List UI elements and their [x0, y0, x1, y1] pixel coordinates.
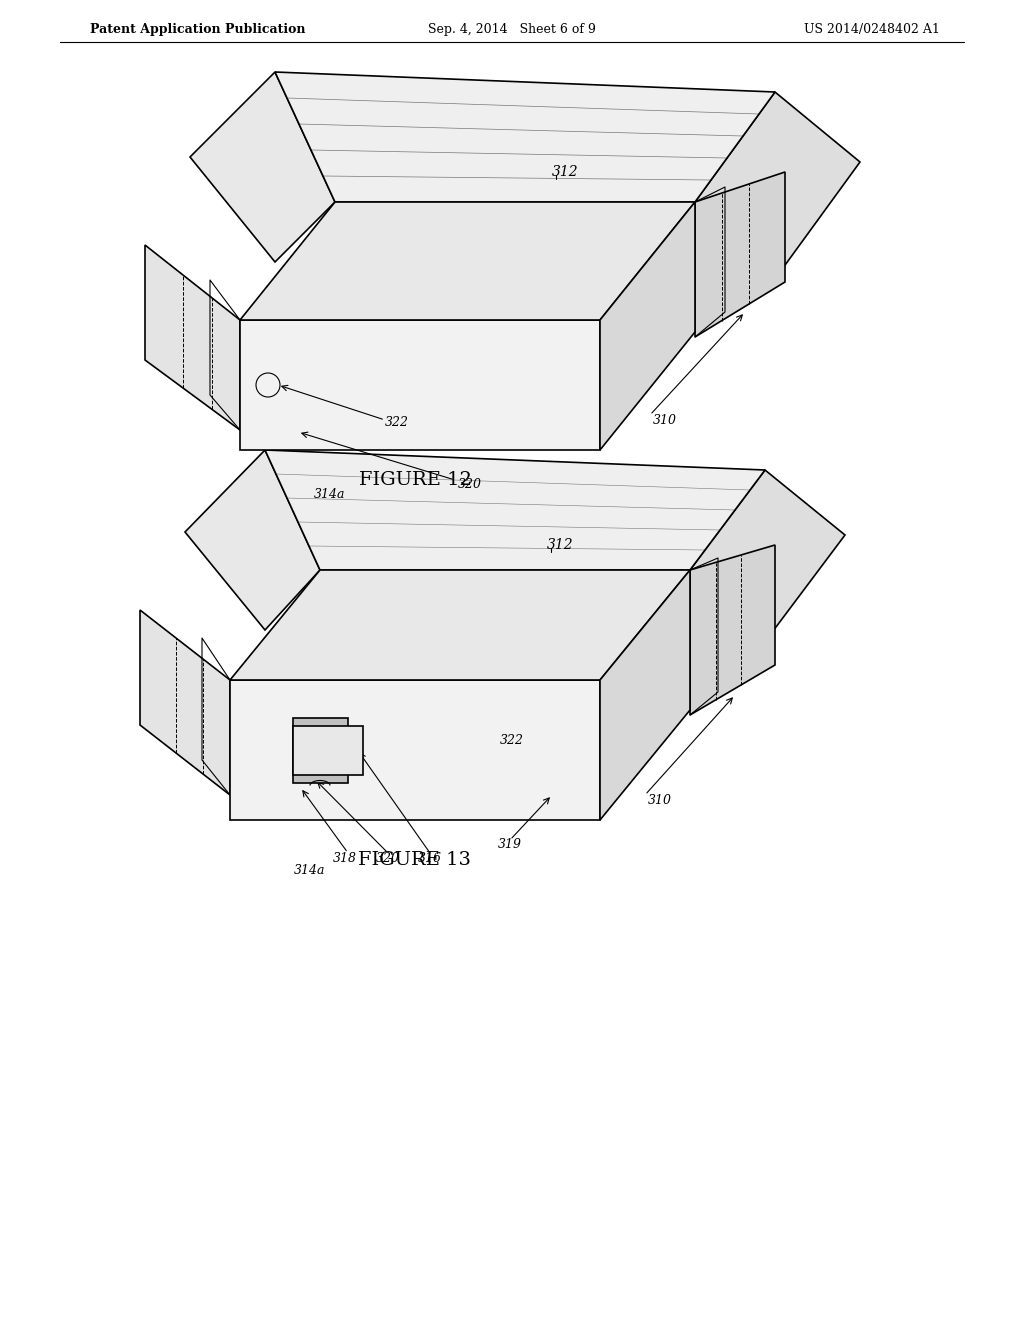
Polygon shape: [275, 73, 775, 202]
Text: 312: 312: [547, 539, 573, 552]
Text: 320: 320: [376, 851, 400, 865]
Polygon shape: [695, 92, 860, 272]
Polygon shape: [690, 470, 845, 635]
Polygon shape: [190, 73, 335, 261]
Text: Patent Application Publication: Patent Application Publication: [90, 24, 305, 37]
Polygon shape: [240, 319, 600, 450]
Text: 318: 318: [333, 851, 357, 865]
Polygon shape: [293, 718, 347, 783]
Polygon shape: [230, 680, 600, 820]
Text: 310: 310: [653, 413, 677, 426]
Text: FIGURE 12: FIGURE 12: [358, 471, 471, 488]
Text: Sep. 4, 2014   Sheet 6 of 9: Sep. 4, 2014 Sheet 6 of 9: [428, 24, 596, 37]
Polygon shape: [600, 570, 690, 820]
Text: 312: 312: [552, 165, 579, 180]
Polygon shape: [140, 610, 230, 795]
Text: 314a: 314a: [294, 863, 326, 876]
Polygon shape: [690, 545, 775, 715]
Polygon shape: [600, 202, 695, 450]
Polygon shape: [240, 202, 695, 319]
Text: 319: 319: [498, 838, 522, 851]
Polygon shape: [695, 172, 785, 337]
Text: 310: 310: [648, 793, 672, 807]
Text: US 2014/0248402 A1: US 2014/0248402 A1: [804, 24, 940, 37]
Text: FIGURE 13: FIGURE 13: [358, 851, 471, 869]
Polygon shape: [293, 726, 362, 775]
Polygon shape: [265, 450, 765, 570]
Polygon shape: [185, 450, 319, 630]
Text: 322: 322: [385, 416, 409, 429]
Text: 320: 320: [458, 479, 482, 491]
Polygon shape: [145, 246, 240, 430]
Text: 316: 316: [418, 851, 442, 865]
Text: 322: 322: [500, 734, 524, 747]
Polygon shape: [230, 570, 690, 680]
Text: 314a: 314a: [314, 488, 346, 502]
